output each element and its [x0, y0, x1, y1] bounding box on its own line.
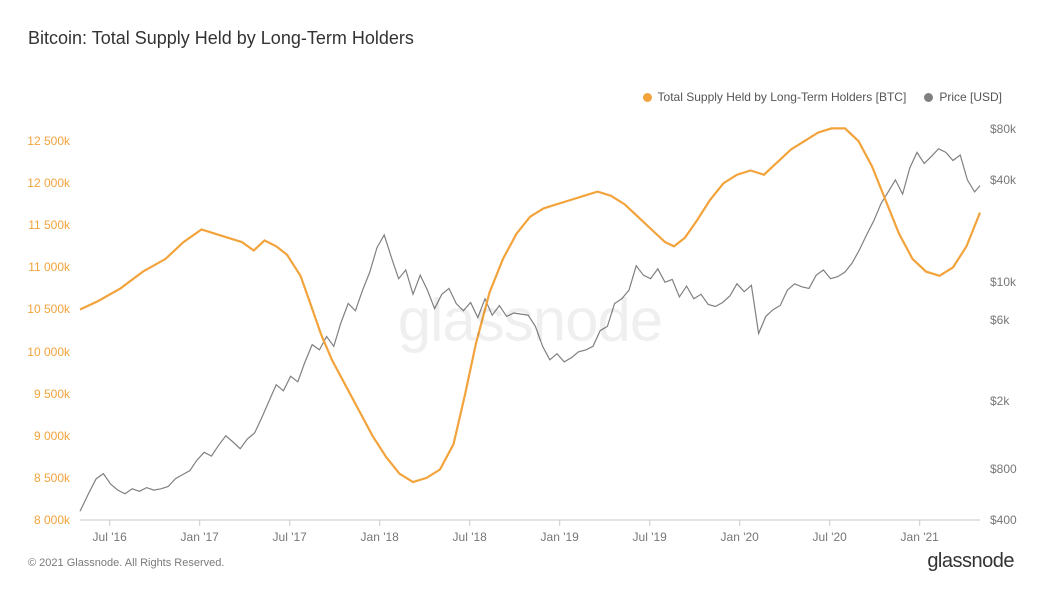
y-left-tick-label: 12 500k: [27, 134, 70, 148]
y-right-tick-label: $2k: [990, 394, 1009, 408]
y-left-tick-label: 9 500k: [34, 387, 70, 401]
x-tick-label: Jan '21: [901, 530, 939, 544]
x-tick-label: Jul '19: [633, 530, 667, 544]
chart-plot-area: glassnode 8 000k8 500k9 000k9 500k10 000…: [80, 120, 980, 520]
supply-line: [80, 128, 980, 482]
chart-container: Bitcoin: Total Supply Held by Long-Term …: [0, 0, 1050, 591]
y-left-tick-label: 10 000k: [27, 345, 70, 359]
y-left-tick-label: 8 000k: [34, 513, 70, 527]
y-right-tick-label: $6k: [990, 313, 1009, 327]
x-tick-label: Jan '18: [361, 530, 399, 544]
legend-label-supply: Total Supply Held by Long-Term Holders […: [658, 90, 907, 104]
x-tick-label: Jul '18: [453, 530, 487, 544]
legend-item-price: Price [USD]: [924, 90, 1002, 104]
y-left-tick-label: 9 000k: [34, 429, 70, 443]
x-tick-label: Jan '20: [721, 530, 759, 544]
x-tick-label: Jul '16: [93, 530, 127, 544]
chart-svg: [80, 120, 980, 520]
x-tick-label: Jan '19: [541, 530, 579, 544]
y-left-tick-label: 11 500k: [28, 218, 70, 232]
chart-title: Bitcoin: Total Supply Held by Long-Term …: [28, 28, 414, 49]
legend: Total Supply Held by Long-Term Holders […: [643, 90, 1002, 104]
x-tick-label: Jul '20: [813, 530, 847, 544]
legend-dot-price: [924, 93, 933, 102]
y-right-tick-label: $400: [990, 513, 1017, 527]
y-left-tick-label: 12 000k: [27, 176, 70, 190]
legend-label-price: Price [USD]: [939, 90, 1002, 104]
x-tick-label: Jan '17: [181, 530, 219, 544]
y-right-tick-label: $80k: [990, 122, 1016, 136]
y-left-tick-label: 8 500k: [34, 471, 70, 485]
y-right-tick-label: $800: [990, 462, 1017, 476]
y-left-tick-label: 10 500k: [27, 302, 70, 316]
copyright-text: © 2021 Glassnode. All Rights Reserved.: [28, 557, 224, 569]
brand-logo-text: glassnode: [927, 550, 1014, 573]
price-line: [80, 149, 980, 512]
x-tick-label: Jul '17: [273, 530, 307, 544]
y-left-tick-label: 11 000k: [28, 260, 70, 274]
y-right-tick-label: $40k: [990, 173, 1016, 187]
y-right-tick-label: $10k: [990, 275, 1016, 289]
legend-dot-supply: [643, 93, 652, 102]
legend-item-supply: Total Supply Held by Long-Term Holders […: [643, 90, 907, 104]
x-ticks: [110, 520, 920, 526]
